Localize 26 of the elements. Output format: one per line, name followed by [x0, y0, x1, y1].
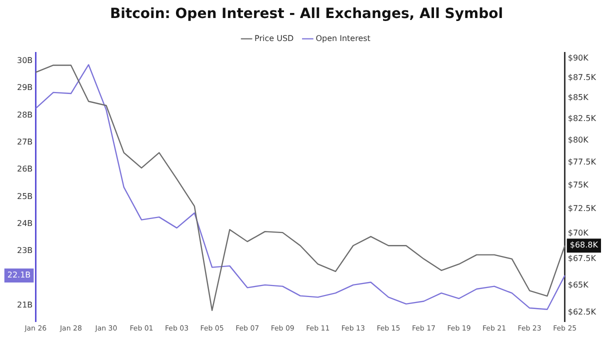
y-tick-label: 26B [16, 164, 33, 174]
y-tick-label: 24B [16, 218, 33, 228]
y2-tick-label: $72.5K [568, 204, 597, 214]
chart-title: Bitcoin: Open Interest - All Exchanges, All Symbol [110, 6, 504, 22]
y-tick-label: 30B [16, 56, 33, 66]
y2-tick-label: $87.5K [568, 72, 597, 82]
y2-tick-label: $77.5K [568, 158, 597, 167]
y-tick-label: 28B [16, 110, 33, 120]
y2-tick-label: $80K [568, 135, 590, 144]
y-tick-label: 29B [16, 83, 33, 92]
annotation: $68.8K [570, 240, 599, 250]
y2-tick-label: $65K [568, 280, 590, 290]
y-tick-label: 21B [16, 300, 33, 310]
y2-tick-label: $62.5K [568, 308, 597, 317]
y2-tick-label: $67.5K [568, 254, 597, 263]
y2-tick-label: $75K [568, 180, 590, 190]
y-tick-label: 27B [16, 137, 33, 146]
y2-tick-label: $85K [568, 93, 590, 102]
y2-tick-label: $70K [568, 228, 590, 238]
annotation: 22.1B [7, 270, 31, 280]
y2-tick-label: $90K [568, 53, 590, 62]
y2-tick-label: $82.5K [568, 114, 597, 123]
legend-label: Price USD [254, 34, 294, 43]
legend-label: Open Interest [316, 34, 370, 43]
y-tick-label: 23B [16, 246, 33, 256]
y-tick-label: 25B [16, 192, 33, 201]
